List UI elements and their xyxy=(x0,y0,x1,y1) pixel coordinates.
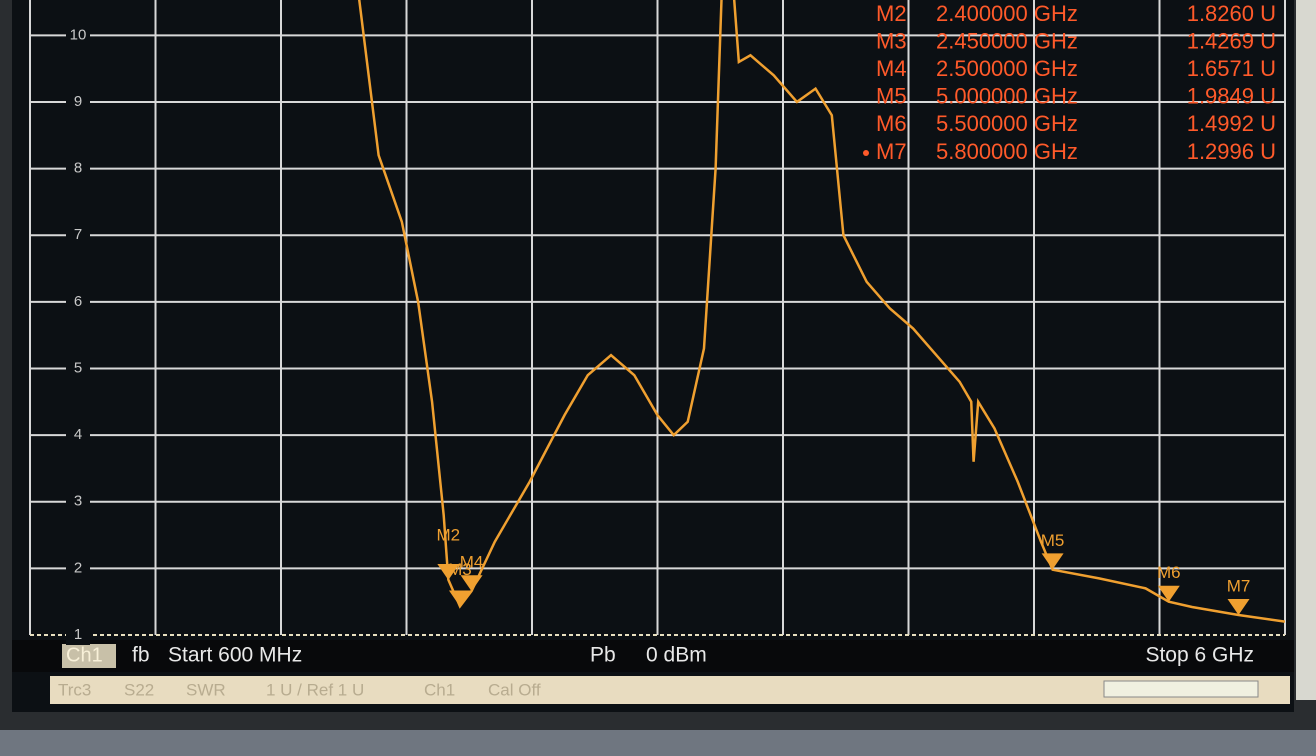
marker-frequency: 2.450000 GHz xyxy=(936,28,1078,53)
marker-value: 1.4992 U xyxy=(1187,111,1276,136)
status-bar xyxy=(50,676,1290,704)
tick-label-bg xyxy=(66,625,90,645)
y-tick-label: 1 xyxy=(74,626,82,643)
status-item: 1 U / Ref 1 U xyxy=(266,680,364,699)
marker-value: 1.4269 U xyxy=(1187,28,1276,53)
marker-value: 1.2996 U xyxy=(1187,139,1276,164)
marker-label: M2 xyxy=(437,525,461,544)
marker-label: M4 xyxy=(460,553,484,572)
marker-frequency: 5.500000 GHz xyxy=(936,111,1078,136)
tick-label-bg xyxy=(66,225,90,246)
y-tick-label: 7 xyxy=(74,226,82,243)
active-dot xyxy=(863,150,869,156)
marker-label: M5 xyxy=(1041,531,1065,550)
display xyxy=(12,0,1294,712)
y-tick-label: 5 xyxy=(74,359,82,376)
y-tick-label: 4 xyxy=(74,426,82,443)
channel-label: Ch1 xyxy=(66,644,103,666)
marker-value: 1.9849 U xyxy=(1187,84,1276,109)
tick-label-bg xyxy=(66,291,90,312)
indicator xyxy=(1103,680,1259,698)
y-tick-label: 3 xyxy=(74,493,82,510)
stop-frequency: Stop 6 GHz xyxy=(1145,644,1254,667)
marker xyxy=(1157,585,1180,602)
status-item: Trc3 xyxy=(58,680,91,699)
frame-bottom xyxy=(0,730,1316,756)
trace-type: fb xyxy=(132,644,150,667)
tick-label-bg xyxy=(66,25,90,46)
marker xyxy=(437,563,460,580)
status-item: Ch1 xyxy=(424,680,455,699)
side-panel xyxy=(1296,0,1316,700)
marker-value: 1.8260 U xyxy=(1187,1,1276,26)
tick-label-bg xyxy=(66,558,90,579)
tick-label-bg xyxy=(66,358,90,379)
marker-label: M7 xyxy=(1227,577,1251,596)
marker-name: M5 xyxy=(876,84,907,109)
marker xyxy=(448,590,471,607)
marker-name: M2 xyxy=(876,1,907,26)
status-items: Trc3 S22 SWR 1 U / Ref 1 U Ch1 Cal Off xyxy=(58,680,541,699)
status-item: SWR xyxy=(186,680,226,699)
marker-name: M4 xyxy=(876,56,907,81)
marker xyxy=(1041,553,1064,570)
tick-label-bg xyxy=(66,425,90,446)
marker-label: M6 xyxy=(1157,563,1181,582)
y-tick-label: 9 xyxy=(74,93,82,110)
trace xyxy=(358,0,1285,623)
channel-bar xyxy=(12,640,1294,672)
marker-name: M6 xyxy=(876,111,907,136)
tick-label-bg xyxy=(66,491,90,512)
y-tick-label: 8 xyxy=(74,160,82,177)
marker xyxy=(1227,599,1250,616)
marker xyxy=(460,575,483,592)
marker-name: M3 xyxy=(876,28,907,53)
y-tick-label: 2 xyxy=(74,559,82,576)
marker-value: 1.6571 U xyxy=(1187,56,1276,81)
marker-frequency: 2.400000 GHz xyxy=(936,1,1078,26)
tick-label-bg xyxy=(66,91,90,112)
status-item: S22 xyxy=(124,680,154,699)
power-label: Pb xyxy=(590,644,616,667)
marker-frequency: 5.000000 GHz xyxy=(936,84,1078,109)
status-item: Cal Off xyxy=(488,680,541,699)
marker-label: M3 xyxy=(448,560,472,579)
marker-frequency: 2.500000 GHz xyxy=(936,56,1078,81)
marker-name: M7 xyxy=(876,139,907,164)
start-frequency: Start 600 MHz xyxy=(168,644,302,667)
marker-frequency: 5.800000 GHz xyxy=(936,139,1078,164)
power: 0 dBm xyxy=(646,644,707,667)
y-tick-label: 10 xyxy=(70,26,87,43)
channel-badge xyxy=(62,644,116,668)
tick-label-bg xyxy=(66,158,90,179)
y-tick-label: 6 xyxy=(74,293,82,310)
